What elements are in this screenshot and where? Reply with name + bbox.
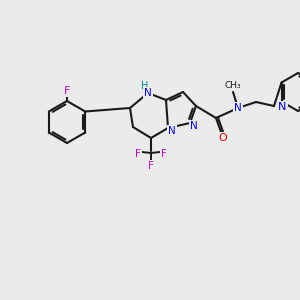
Text: F: F: [148, 161, 154, 171]
Text: F: F: [161, 149, 167, 159]
Text: N: N: [168, 126, 176, 136]
Text: CH₃: CH₃: [225, 80, 241, 89]
Text: F: F: [135, 149, 141, 159]
Text: O: O: [219, 133, 227, 143]
Text: N: N: [278, 101, 287, 112]
Text: F: F: [64, 86, 70, 96]
Text: N: N: [144, 88, 152, 98]
Text: N: N: [234, 103, 242, 113]
Text: N: N: [190, 121, 198, 131]
Text: H: H: [141, 81, 149, 91]
